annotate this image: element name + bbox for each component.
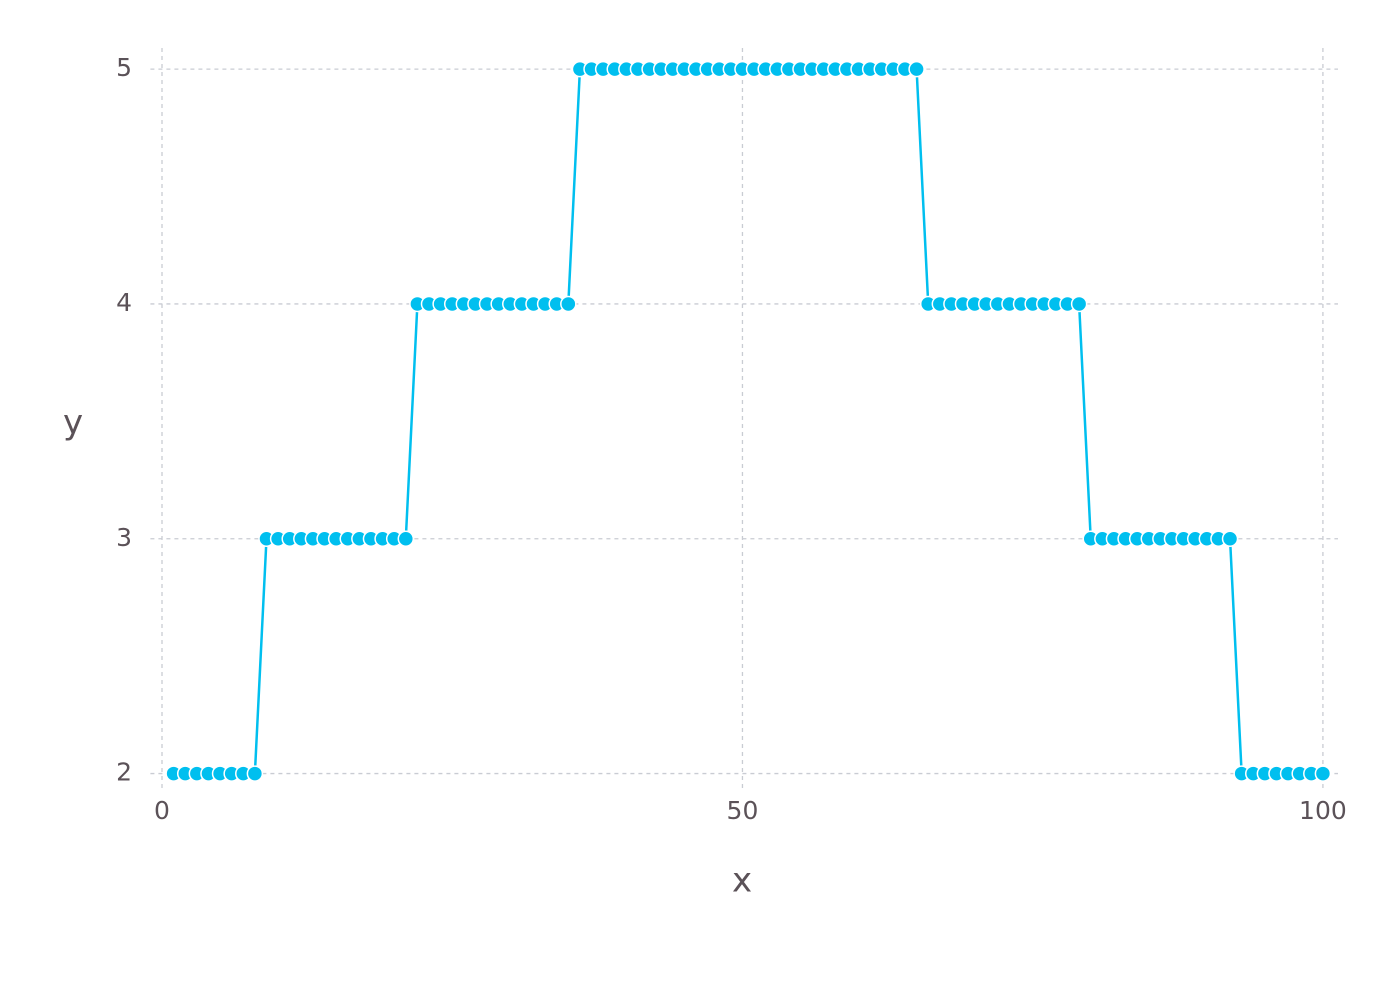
marker [1070,295,1088,313]
marker [908,60,925,78]
y-tick-label: 2 [116,758,132,787]
x-tick-label: 100 [1299,796,1347,825]
marker [246,765,264,782]
x-axis-label: x [732,861,752,901]
marker [1314,765,1332,782]
x-tick-label: 0 [154,796,170,825]
marker [1221,530,1239,548]
series-line [173,67,1323,775]
y-axis-label: y [63,403,83,443]
y-tick-label: 4 [116,288,132,317]
marker [560,295,577,313]
y-tick-label: 3 [116,523,132,552]
y-tick-label: 5 [116,53,132,82]
marker [397,530,415,548]
x-tick-label: 50 [727,796,759,825]
